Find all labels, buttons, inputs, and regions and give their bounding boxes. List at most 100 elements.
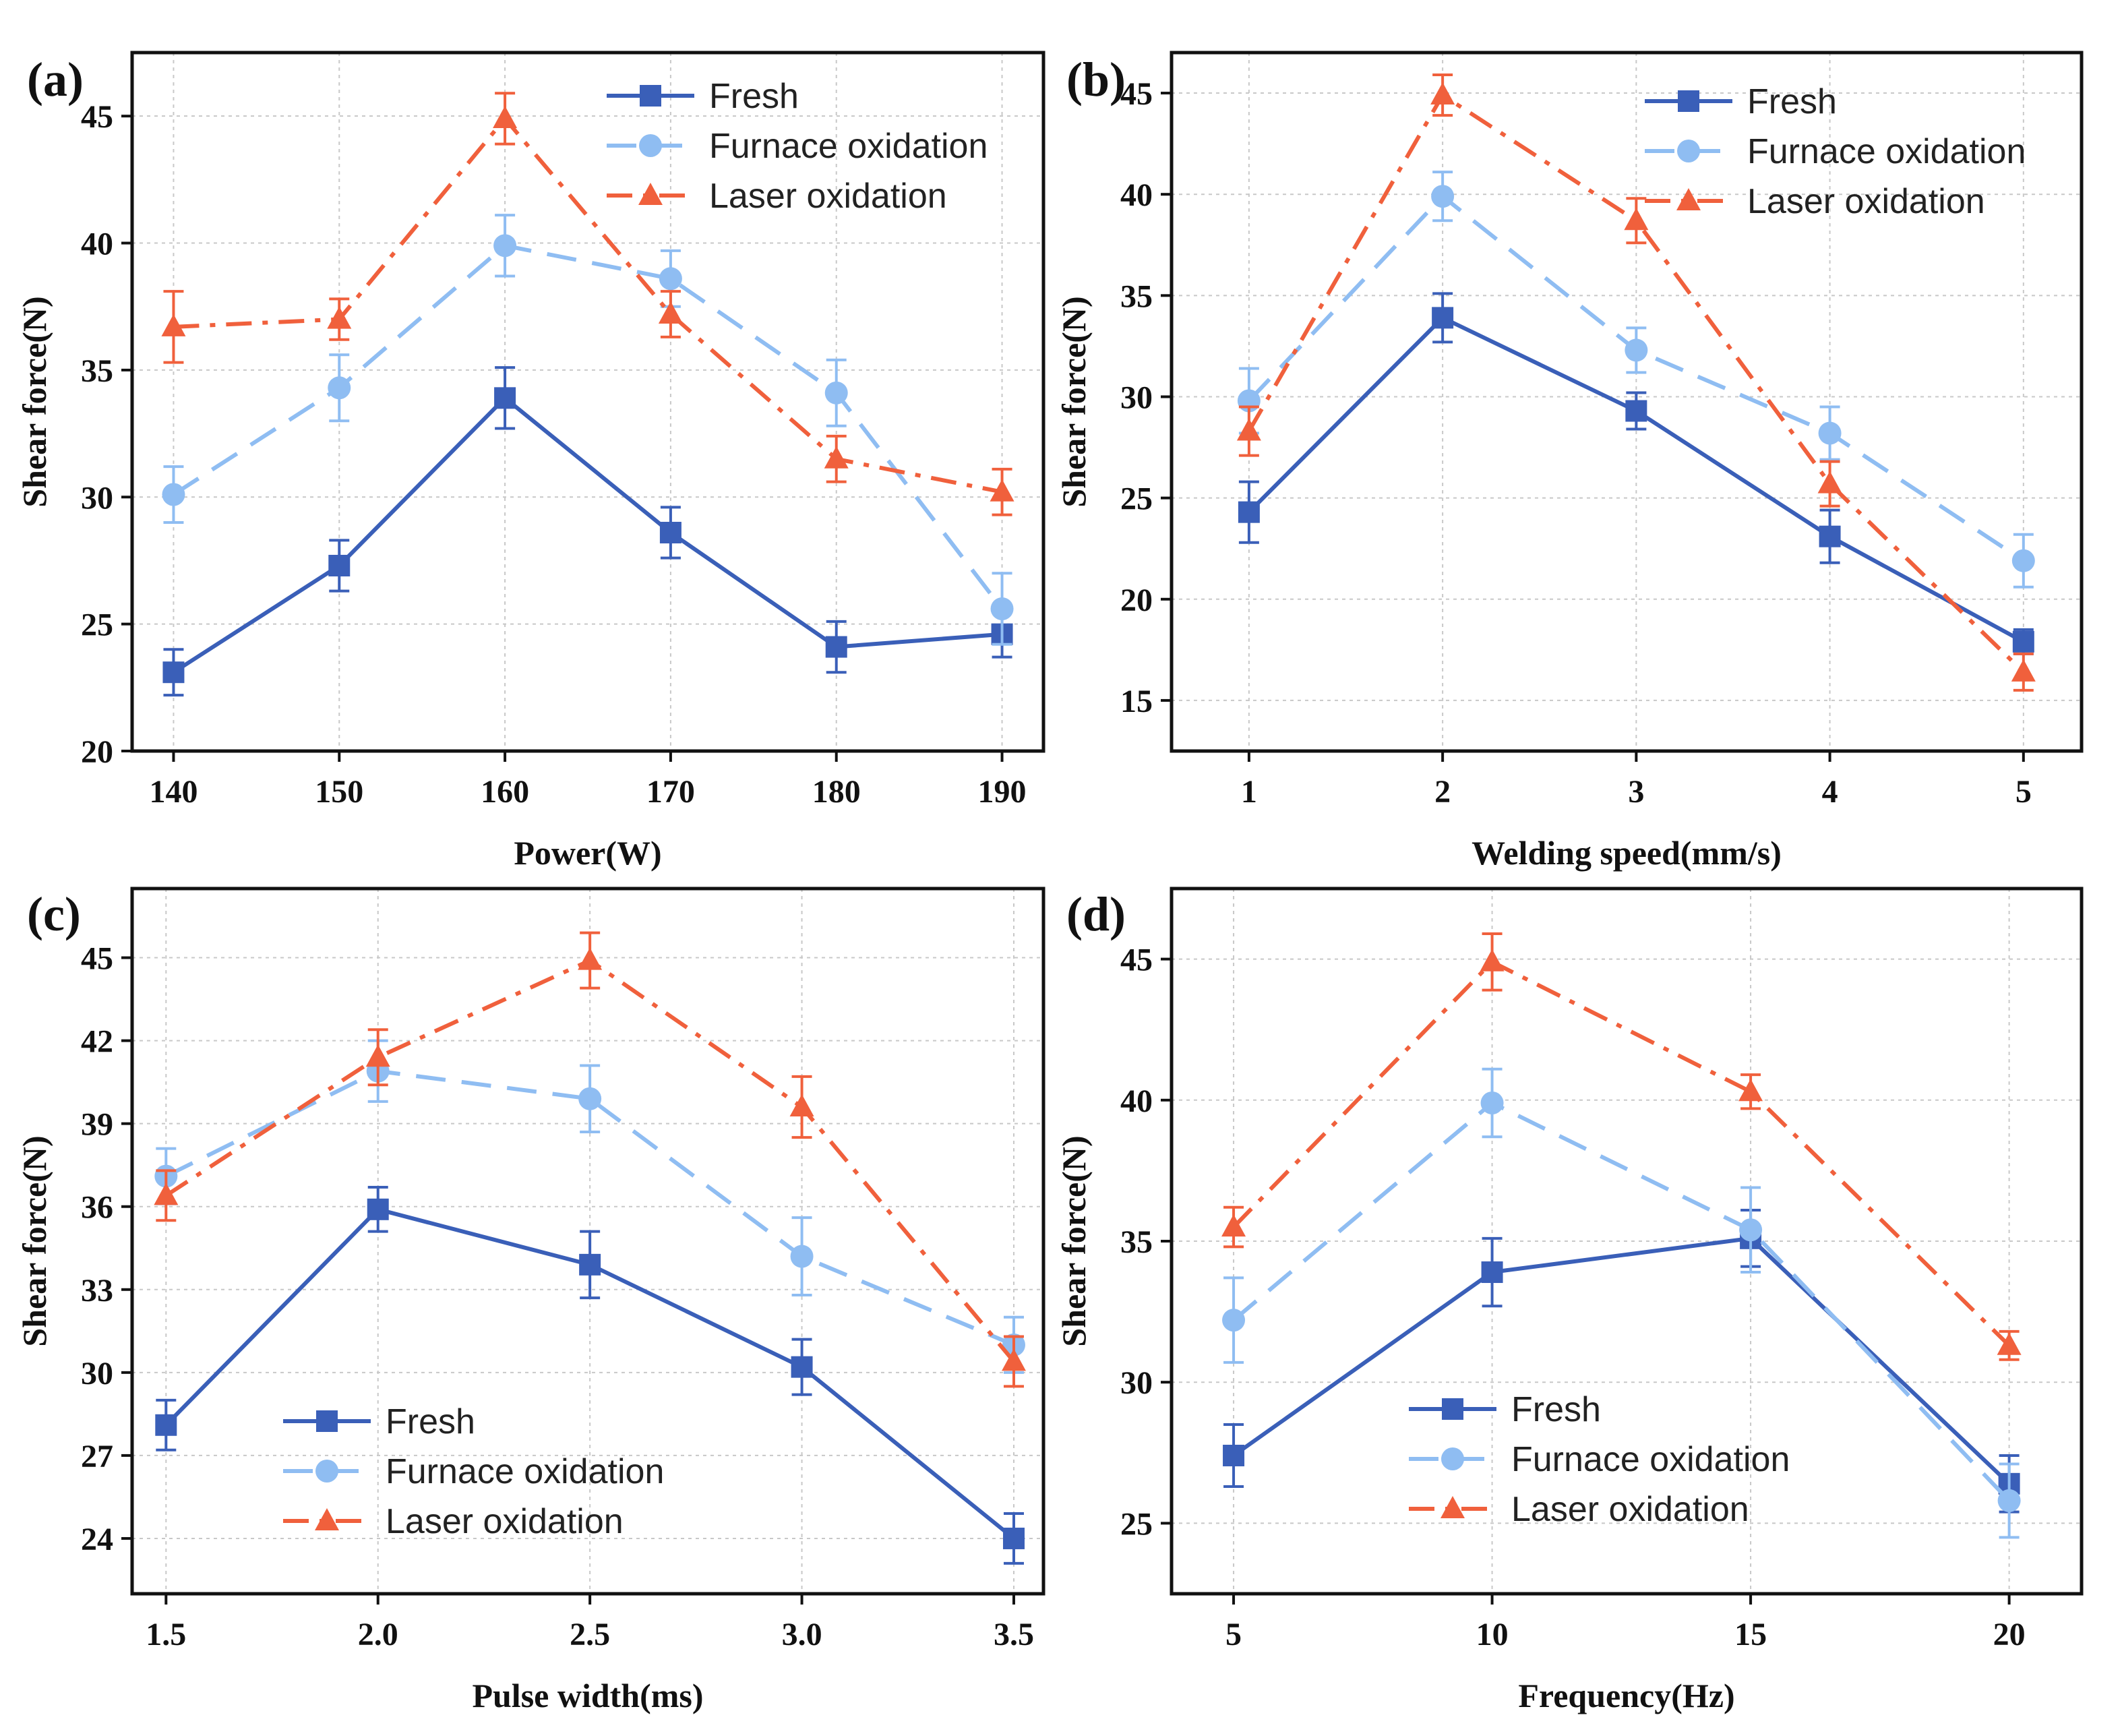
data-point-square: [494, 387, 516, 409]
data-point-triangle: [1001, 1348, 1026, 1371]
series-line: [164, 958, 1016, 1363]
legend: Fresh Furnace oxidation Laser oxidation: [283, 1402, 664, 1541]
y-tick-label: 25: [1120, 1506, 1153, 1542]
legend-label-furnace: Furnace oxidation: [386, 1452, 664, 1491]
legend-label-fresh: Fresh: [1511, 1390, 1601, 1429]
x-axis-title: Welding speed(mm/s): [1472, 834, 1782, 872]
data-point-square: [316, 1410, 338, 1432]
data-point-triangle: [315, 1508, 339, 1530]
y-tick-label: 39: [81, 1107, 113, 1143]
data-point-circle: [578, 1087, 602, 1110]
legend-label-laser: Laser oxidation: [1511, 1490, 1749, 1529]
legend-label-fresh: Fresh: [386, 1402, 475, 1441]
x-tick-label: 3: [1628, 774, 1644, 810]
legend-label-laser: Laser oxidation: [709, 177, 947, 216]
data-point-circle: [1431, 185, 1455, 208]
x-axis-title: Frequency(Hz): [1518, 1677, 1734, 1714]
legend: Fresh Furnace oxidation Laser oxidation: [1645, 82, 2026, 221]
series-line: [172, 243, 1004, 610]
x-tick-label: 150: [315, 774, 363, 810]
series-laser: [1236, 73, 2036, 692]
series-fresh: [155, 1186, 1025, 1565]
y-tick-label: 24: [81, 1522, 113, 1557]
y-tick-label: 30: [81, 480, 113, 516]
data-point-triangle: [2011, 659, 2036, 682]
data-point-triangle: [1624, 208, 1649, 231]
series-furnace: [1222, 1067, 2021, 1539]
y-tick-label: 27: [81, 1439, 113, 1474]
x-tick-label: 5: [1225, 1617, 1242, 1652]
data-point-triangle: [1221, 1214, 1246, 1237]
data-point-circle: [1480, 1091, 1504, 1114]
x-axis-title: Pulse width(ms): [472, 1677, 703, 1714]
series-line: [1232, 959, 2011, 1347]
y-axis-title: Shear force(N): [1055, 296, 1093, 507]
data-point-circle: [328, 376, 351, 400]
y-tick-label: 36: [81, 1190, 113, 1226]
x-tick-label: 4: [1822, 774, 1838, 810]
legend-label-fresh: Fresh: [1747, 82, 1837, 121]
series-line: [164, 1069, 1015, 1347]
series-laser: [1221, 932, 2022, 1361]
x-axis-title: Power(W): [514, 834, 661, 872]
y-tick-label: 42: [81, 1024, 113, 1060]
series-laser: [154, 931, 1026, 1388]
x-tick-label: 3.0: [782, 1617, 822, 1652]
data-point-square: [1819, 525, 1841, 547]
legend-label-furnace: Furnace oxidation: [1511, 1440, 1790, 1479]
data-point-triangle: [990, 479, 1014, 502]
x-tick-label: 140: [149, 774, 198, 810]
y-tick-label: 45: [81, 99, 113, 135]
y-axis-title: Shear force(N): [16, 296, 53, 507]
data-point-circle: [1222, 1309, 1246, 1332]
y-tick-label: 45: [1120, 76, 1153, 112]
plot-frame: [130, 887, 1045, 1596]
y-tick-label: 45: [81, 941, 113, 977]
x-tick-label: 170: [646, 774, 695, 810]
y-tick-label: 33: [81, 1273, 113, 1309]
data-point-triangle: [789, 1094, 814, 1117]
data-point-circle: [990, 597, 1014, 621]
x-tick-label: 180: [812, 774, 861, 810]
panel-label: (c): [27, 887, 81, 941]
data-point-triangle: [658, 301, 683, 324]
panel-label: (a): [27, 53, 84, 107]
series-line: [172, 396, 1002, 674]
legend-label-furnace: Furnace oxidation: [709, 127, 988, 166]
x-tick-label: 15: [1734, 1617, 1767, 1652]
y-axis-title: Shear force(N): [16, 1135, 53, 1346]
x-tick-label: 2.0: [358, 1617, 398, 1652]
y-tick-label: 35: [81, 353, 113, 389]
plot-frame: [1170, 51, 2084, 753]
data-point-square: [2012, 630, 2034, 653]
data-point-circle: [1625, 338, 1648, 362]
series-fresh: [162, 366, 1013, 697]
legend: Fresh Furnace oxidation Laser oxidation: [607, 77, 988, 216]
data-point-square: [791, 1356, 813, 1378]
data-point-triangle: [1441, 1496, 1465, 1518]
x-tick-label: 160: [481, 774, 529, 810]
data-point-square: [328, 554, 351, 576]
x-tick-label: 20: [1993, 1617, 2026, 1652]
data-point-circle: [639, 134, 662, 157]
x-tick-label: 10: [1476, 1617, 1509, 1652]
data-point-circle: [493, 234, 517, 258]
data-point-triangle: [1997, 1332, 2022, 1355]
data-point-triangle: [638, 183, 663, 205]
x-tick-label: 5: [2015, 774, 2032, 810]
data-point-circle: [790, 1245, 814, 1268]
y-tick-label: 35: [1120, 278, 1153, 314]
data-point-triangle: [493, 105, 518, 128]
x-tick-label: 2.5: [570, 1617, 610, 1652]
data-point-circle: [1818, 421, 1842, 445]
data-point-square: [1002, 1527, 1025, 1549]
legend-label-furnace: Furnace oxidation: [1747, 132, 2026, 171]
data-point-square: [825, 636, 847, 658]
x-tick-label: 1: [1241, 774, 1257, 810]
panel-label: (b): [1066, 53, 1126, 107]
y-tick-label: 30: [1120, 380, 1153, 415]
data-point-triangle: [1738, 1079, 1763, 1102]
data-point-triangle: [161, 313, 186, 336]
data-point-square: [659, 522, 681, 544]
series-line: [1232, 1236, 2011, 1485]
